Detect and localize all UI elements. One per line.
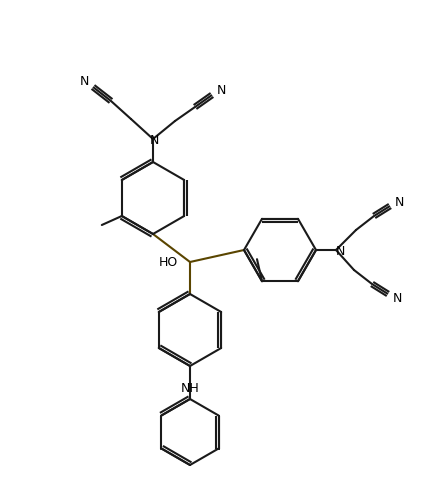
Text: HO: HO [159, 257, 178, 270]
Text: N: N [335, 244, 345, 258]
Text: N: N [394, 195, 404, 208]
Text: N: N [392, 292, 402, 305]
Text: NH: NH [181, 382, 199, 395]
Text: N: N [216, 84, 226, 97]
Text: N: N [149, 134, 159, 147]
Text: N: N [79, 75, 89, 88]
